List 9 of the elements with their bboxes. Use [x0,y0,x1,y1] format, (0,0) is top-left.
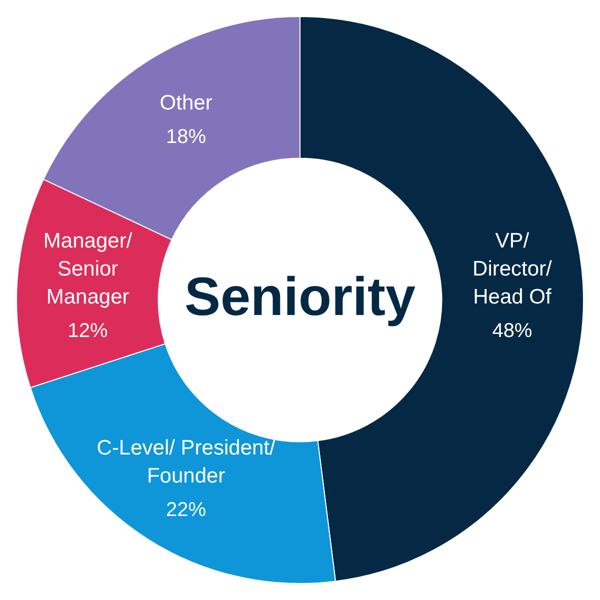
data-label: 22% [166,499,206,522]
data-label: 12% [68,320,108,342]
slice-label: VP/ Director/ Head Of [472,229,552,308]
slice-label: Manager/ Senior Manager [43,229,132,308]
data-label: 18% [166,126,206,148]
slice-label: C-Level/ President/ Founder [96,436,276,488]
data-label: 48% [492,320,532,342]
slice-label: Other [160,91,212,114]
text: Seniority [184,266,416,327]
